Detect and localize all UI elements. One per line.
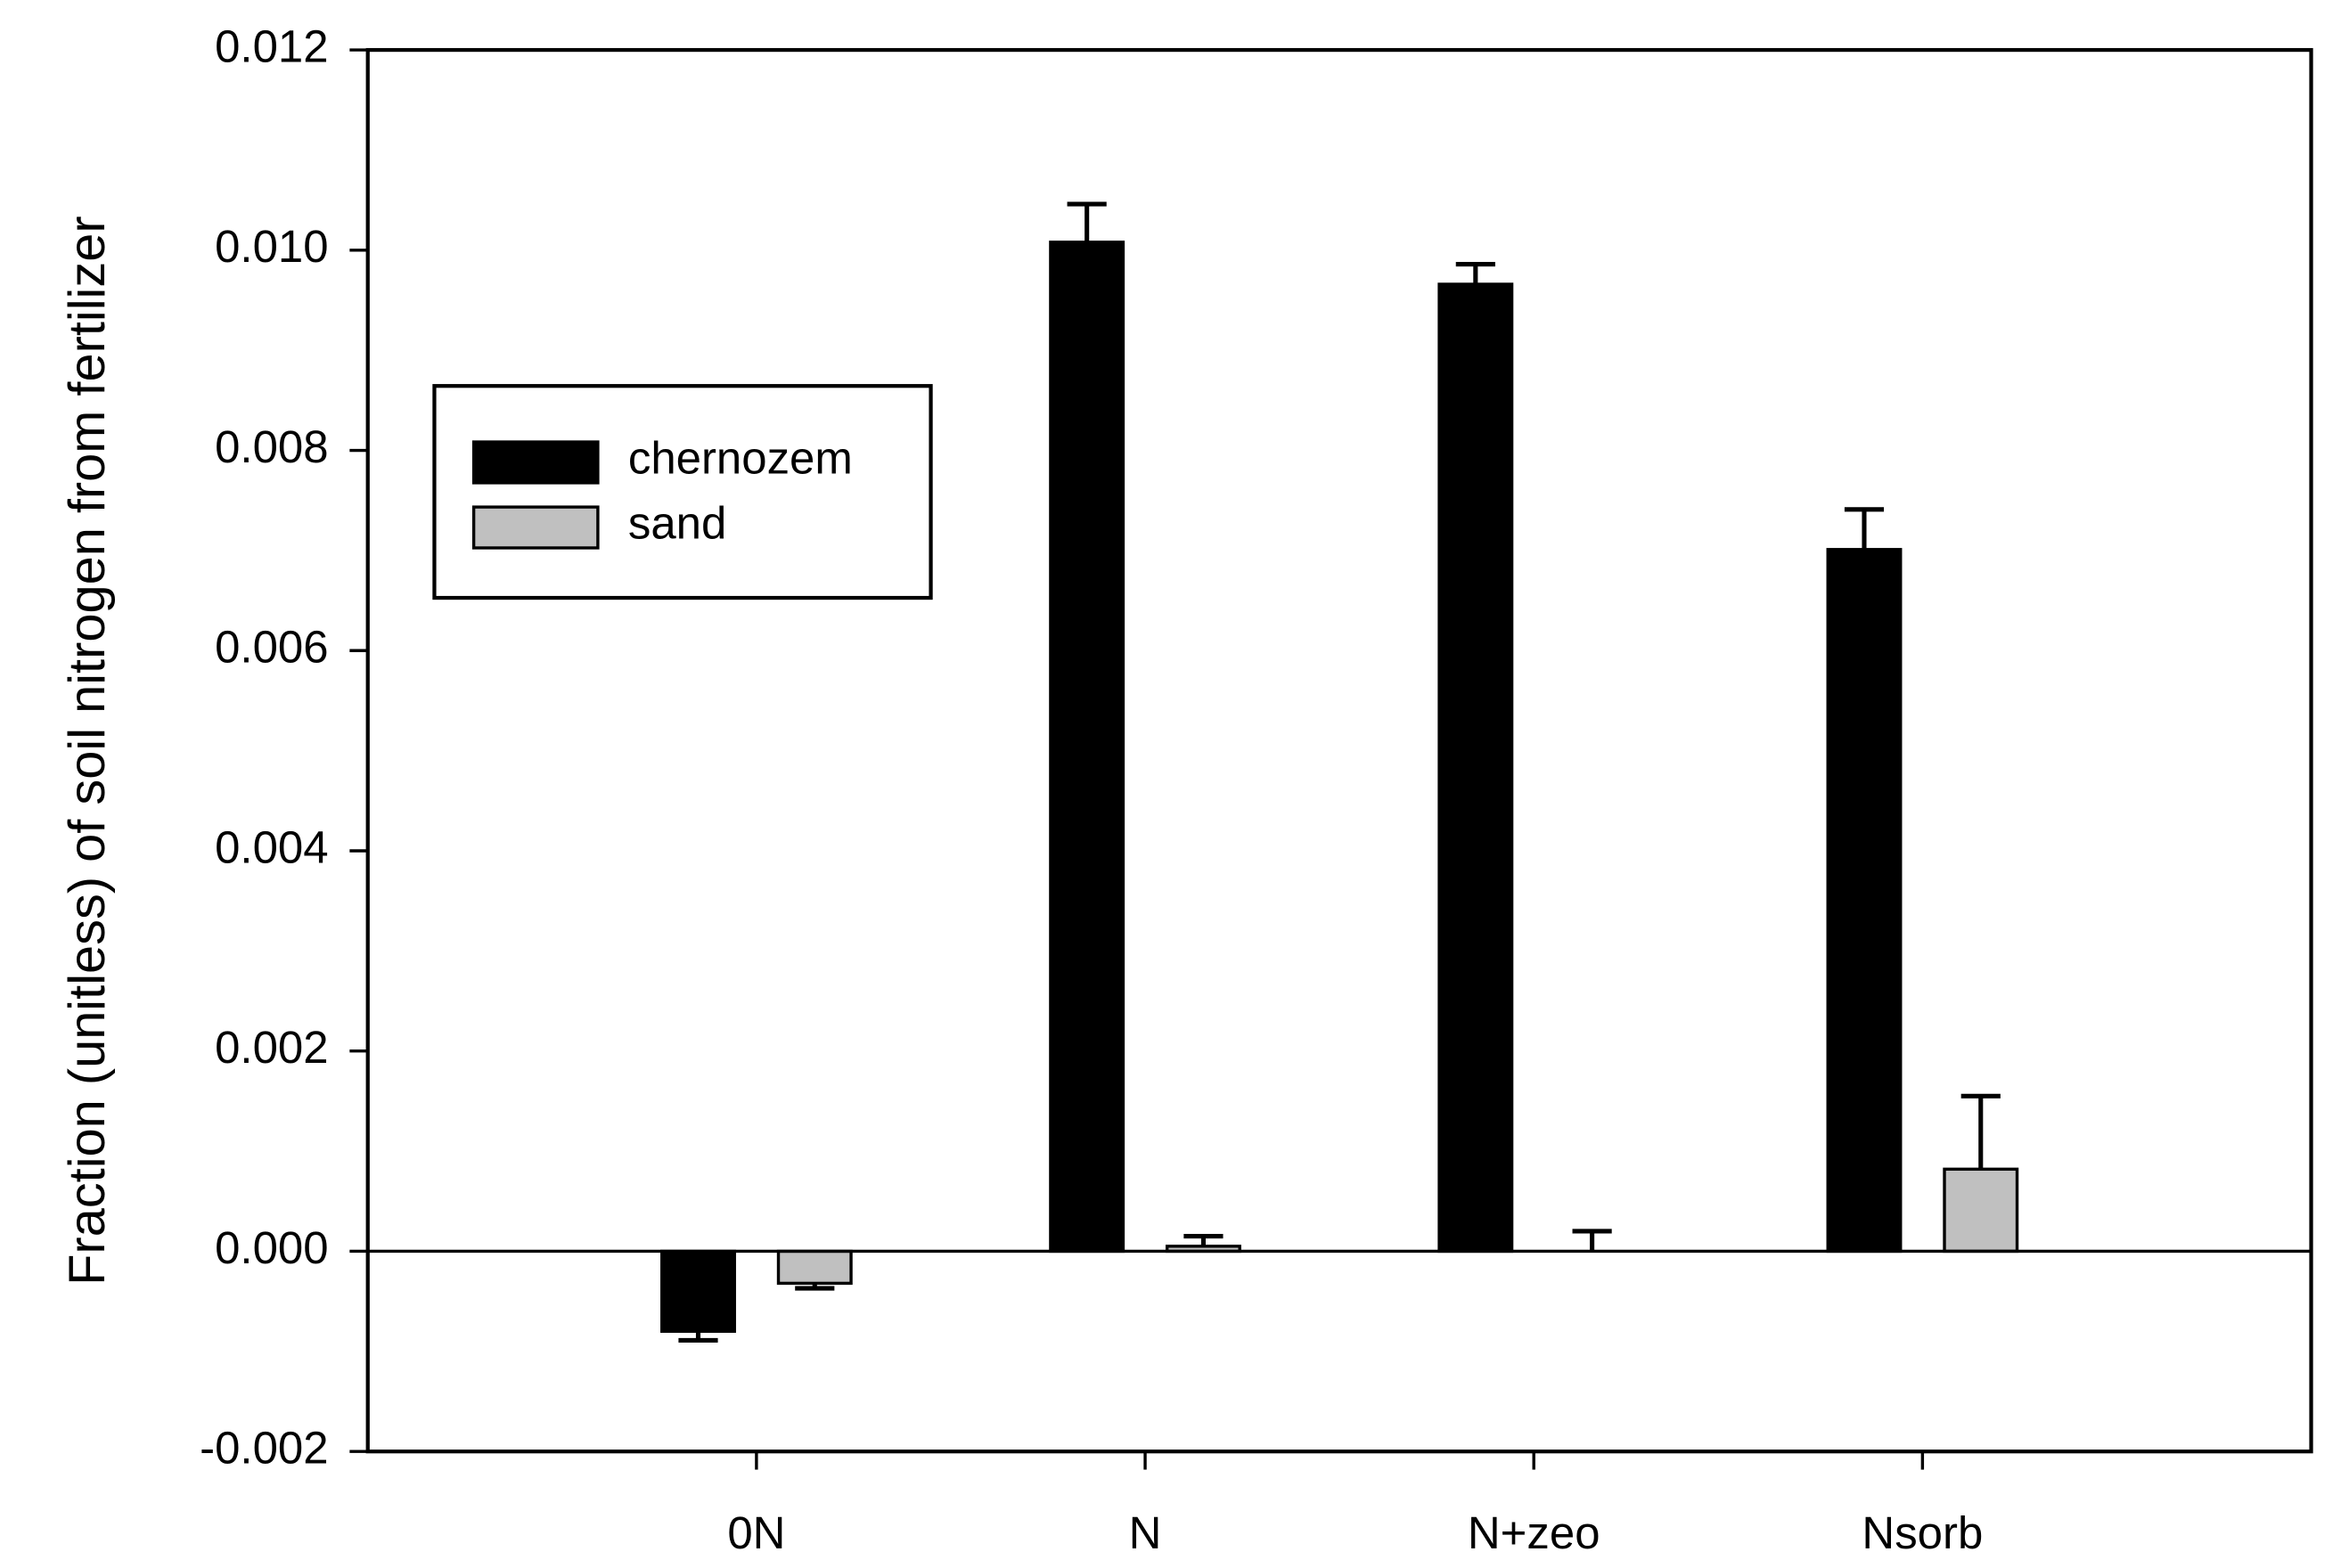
error-bar: [795, 1283, 835, 1291]
y-tick-label: 0.002: [215, 1022, 328, 1073]
legend-swatch: [471, 505, 600, 550]
y-tick-label: 0.012: [215, 21, 328, 72]
legend-swatch: [471, 440, 600, 485]
legend-label: chernozem: [628, 433, 853, 484]
y-tick-label: 0.008: [215, 421, 328, 472]
x-tick-label: 0N: [727, 1507, 785, 1558]
y-tick-label: -0.002: [200, 1423, 328, 1474]
error-bar: [1183, 1234, 1224, 1246]
error-bar: [1455, 261, 1495, 284]
error-bar: [1572, 1229, 1612, 1252]
legend-label: sand: [628, 498, 726, 549]
error-bar: [1067, 201, 1107, 242]
bar: [1943, 1167, 2019, 1254]
bar: [660, 1249, 736, 1334]
x-tick-label: N+zeo: [1468, 1507, 1600, 1558]
bar: [1049, 241, 1125, 1254]
y-tick-label: 0.006: [215, 622, 328, 673]
legend-box: [432, 384, 933, 600]
error-bar: [1844, 507, 1885, 550]
y-tick-label: 0.010: [215, 221, 328, 272]
error-bar: [678, 1331, 718, 1343]
x-tick-label: Nsorb: [1862, 1507, 1983, 1558]
bar: [1826, 548, 1903, 1254]
bar: [1437, 282, 1514, 1254]
y-tick-label: 0.000: [215, 1222, 328, 1273]
bar: [776, 1249, 853, 1286]
x-tick-label: N: [1129, 1507, 1162, 1558]
error-bar: [1960, 1093, 2001, 1170]
y-axis-label: Fraction (unitless) of soil nitrogen fro…: [59, 216, 116, 1285]
plot-frame: [365, 47, 2313, 1454]
y-tick-label: 0.004: [215, 821, 328, 872]
